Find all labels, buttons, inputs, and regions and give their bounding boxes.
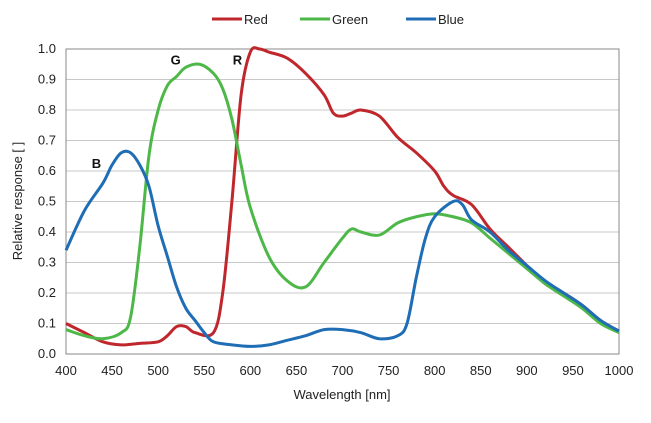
x-tick-label: 700 bbox=[332, 363, 354, 378]
x-tick-label: 800 bbox=[424, 363, 446, 378]
series-line-blue bbox=[64, 149, 620, 348]
x-tick-label: 950 bbox=[562, 363, 584, 378]
y-axis-ticks: 0.0 0.1 0.2 0.3 0.4 0.5 0.6 0.7 0.8 0.9 1.0 bbox=[38, 41, 56, 361]
x-tick-label: 400 bbox=[55, 363, 77, 378]
y-tick-label: 0.3 bbox=[38, 255, 56, 270]
annotations: B G R bbox=[92, 52, 243, 171]
y-axis-label: Relative response [ ] bbox=[10, 142, 25, 261]
x-tick-label: 600 bbox=[239, 363, 261, 378]
legend: Red Green Blue bbox=[212, 12, 464, 27]
gridlines bbox=[66, 48, 619, 355]
legend-label: Blue bbox=[438, 12, 464, 27]
x-tick-label: 1000 bbox=[605, 363, 634, 378]
annotation-b: B bbox=[92, 156, 101, 171]
x-tick-label: 900 bbox=[516, 363, 538, 378]
y-tick-label: 0.6 bbox=[38, 163, 56, 178]
x-axis-ticks: 400 450 500 550 600 650 700 750 800 850 900 950 1000 bbox=[55, 363, 633, 378]
legend-item-green: Green bbox=[300, 12, 368, 27]
legend-label: Red bbox=[244, 12, 268, 27]
y-tick-label: 0.7 bbox=[38, 133, 56, 148]
legend-item-blue: Blue bbox=[406, 12, 464, 27]
series-lines bbox=[64, 46, 620, 348]
y-tick-label: 1.0 bbox=[38, 41, 56, 56]
legend-label: Green bbox=[332, 12, 368, 27]
x-axis-label: Wavelength [nm] bbox=[293, 387, 390, 402]
y-tick-label: 0.9 bbox=[38, 72, 56, 87]
annotation-r: R bbox=[233, 52, 243, 67]
y-tick-label: 0.0 bbox=[38, 346, 56, 361]
x-tick-label: 650 bbox=[286, 363, 308, 378]
y-tick-label: 0.8 bbox=[38, 102, 56, 117]
series-line-green bbox=[65, 62, 620, 341]
y-tick-label: 0.1 bbox=[38, 316, 56, 331]
legend-item-red: Red bbox=[212, 12, 268, 27]
annotation-g: G bbox=[171, 52, 181, 67]
series-line-red bbox=[65, 46, 620, 347]
x-tick-label: 750 bbox=[378, 363, 400, 378]
x-tick-label: 500 bbox=[147, 363, 169, 378]
plot-area-border bbox=[65, 48, 620, 355]
y-tick-label: 0.2 bbox=[38, 285, 56, 300]
y-tick-label: 0.5 bbox=[38, 194, 56, 209]
x-tick-label: 550 bbox=[193, 363, 215, 378]
x-tick-label: 850 bbox=[470, 363, 492, 378]
x-tick-label: 450 bbox=[101, 363, 123, 378]
y-tick-label: 0.4 bbox=[38, 224, 56, 239]
